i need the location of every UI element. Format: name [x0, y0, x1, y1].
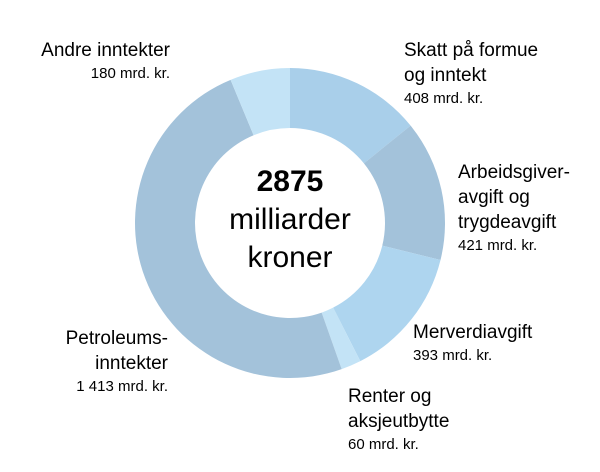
- slice-0: [290, 68, 411, 164]
- slice-value: 393 mrd. kr.: [413, 347, 493, 364]
- slice-value: 1 413 mrd. kr.: [76, 378, 168, 395]
- total-unit: milliarder kroner: [229, 203, 351, 274]
- label-merverdiavgift: Merverdiavgift 393 mrd. kr.: [413, 320, 532, 367]
- slice-name: Renter og aksjeutbytte: [348, 386, 450, 432]
- label-renter: Renter og aksjeutbytte 60 mrd. kr.: [348, 384, 449, 456]
- slice-value: 60 mrd. kr.: [348, 436, 419, 453]
- slice-1: [363, 125, 446, 260]
- slice-value: 180 mrd. kr.: [90, 65, 170, 82]
- slice-5: [230, 68, 290, 136]
- slice-3: [321, 307, 361, 370]
- total-value: 2875: [256, 165, 324, 198]
- label-arbeidsgiveravgift: Arbeidsgiver- avgift og trygdeavgift 421…: [458, 160, 570, 257]
- slice-value: 421 mrd. kr.: [458, 237, 538, 254]
- slice-name: Arbeidsgiver- avgift og trygdeavgift: [458, 162, 570, 233]
- slice-name: Merverdiavgift: [413, 322, 533, 343]
- slice-name: Skatt på formue og inntekt: [404, 40, 539, 86]
- label-petroleum: Petroleums- inntekter 1 413 mrd. kr.: [20, 326, 168, 398]
- label-andre: Andre inntekter 180 mrd. kr.: [10, 38, 170, 85]
- slice-4: [135, 79, 342, 378]
- slice-value: 408 mrd. kr.: [404, 90, 484, 107]
- slice-name: Andre inntekter: [41, 40, 170, 61]
- donut-center-label: 2875 milliarder kroner: [210, 163, 370, 277]
- donut-slices: [135, 68, 446, 378]
- slice-2: [333, 245, 441, 362]
- label-skatt: Skatt på formue og inntekt 408 mrd. kr.: [404, 38, 538, 110]
- slice-name: Petroleums- inntekter: [65, 328, 168, 374]
